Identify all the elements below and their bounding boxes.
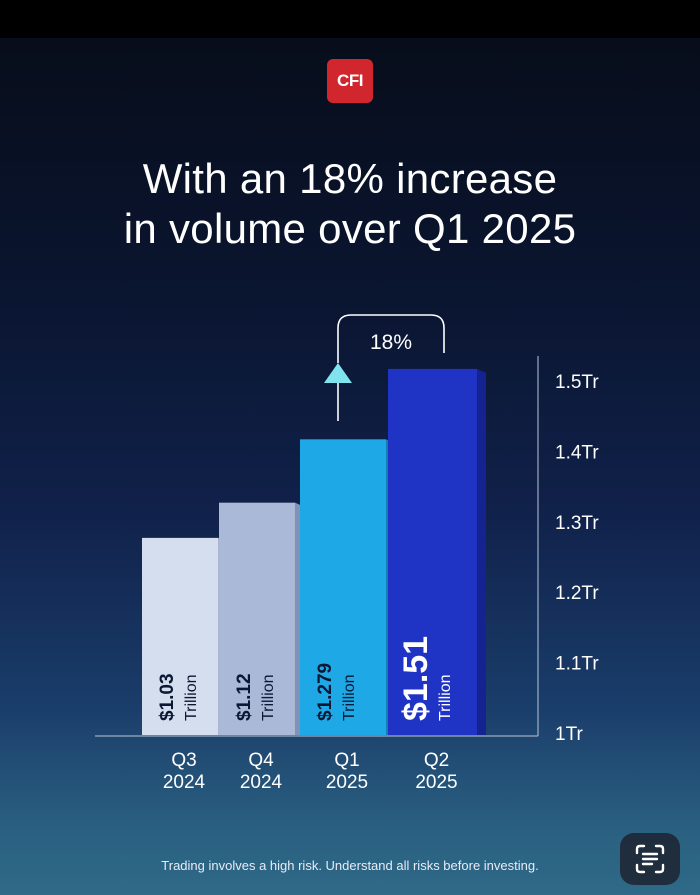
- annotation-percent-label: 18%: [370, 331, 412, 354]
- bar-value-label-3: $1.51: [397, 636, 435, 721]
- bar-side-3: [477, 368, 486, 735]
- headline-line-2: in volume over Q1 2025: [123, 205, 577, 252]
- risk-disclaimer: Trading involves a high risk. Understand…: [161, 858, 539, 873]
- bar-3: [388, 368, 477, 735]
- headline-line-1: With an 18% increase: [142, 155, 558, 202]
- y-tick-label-5: 1.5Tr: [555, 372, 599, 393]
- bar-value-label-2: $1.279: [315, 663, 336, 721]
- bar-unit-label-1: Trillion: [260, 674, 277, 721]
- y-tick-label-2: 1.2Tr: [555, 583, 599, 604]
- category-label-1: Q4: [248, 750, 274, 771]
- bar-unit-label-3: Trillion: [437, 674, 454, 721]
- y-tick-label-0: 1Tr: [555, 724, 583, 745]
- annotation-arrow-head: [324, 363, 352, 383]
- category-year-label-0: 2024: [163, 772, 206, 793]
- category-year-label-3: 2025: [415, 772, 457, 793]
- scan-text-button[interactable]: [620, 833, 680, 885]
- y-tick-label-1: 1.1Tr: [555, 654, 599, 675]
- y-tick-label-4: 1.4Tr: [555, 442, 599, 463]
- category-year-label-2: 2025: [326, 772, 368, 793]
- category-label-3: Q2: [424, 750, 449, 771]
- bar-unit-label-2: Trillion: [341, 674, 358, 721]
- headline: With an 18% increase in volume over Q1 2…: [0, 154, 700, 254]
- bar-1: [219, 502, 295, 735]
- bar-2: [300, 439, 386, 735]
- category-label-0: Q3: [171, 750, 196, 771]
- category-label-2: Q1: [334, 750, 359, 771]
- cfi-logo: CFI: [327, 59, 373, 103]
- annotation-bracket: [337, 314, 445, 363]
- bar-value-label-0: $1.03: [157, 673, 178, 721]
- bar-value-label-1: $1.12: [234, 673, 255, 721]
- bar-unit-label-0: Trillion: [183, 674, 200, 721]
- bar-0: [142, 537, 218, 735]
- infographic-card: CFI With an 18% increase in volume over …: [0, 38, 700, 895]
- scan-text-icon: [635, 844, 665, 874]
- volume-bar-chart: $1.03 Trillion $1.12 Trillion $1.279 Trillion…: [95, 314, 599, 793]
- category-year-label-1: 2024: [240, 772, 283, 793]
- y-tick-label-3: 1.3Tr: [555, 513, 599, 534]
